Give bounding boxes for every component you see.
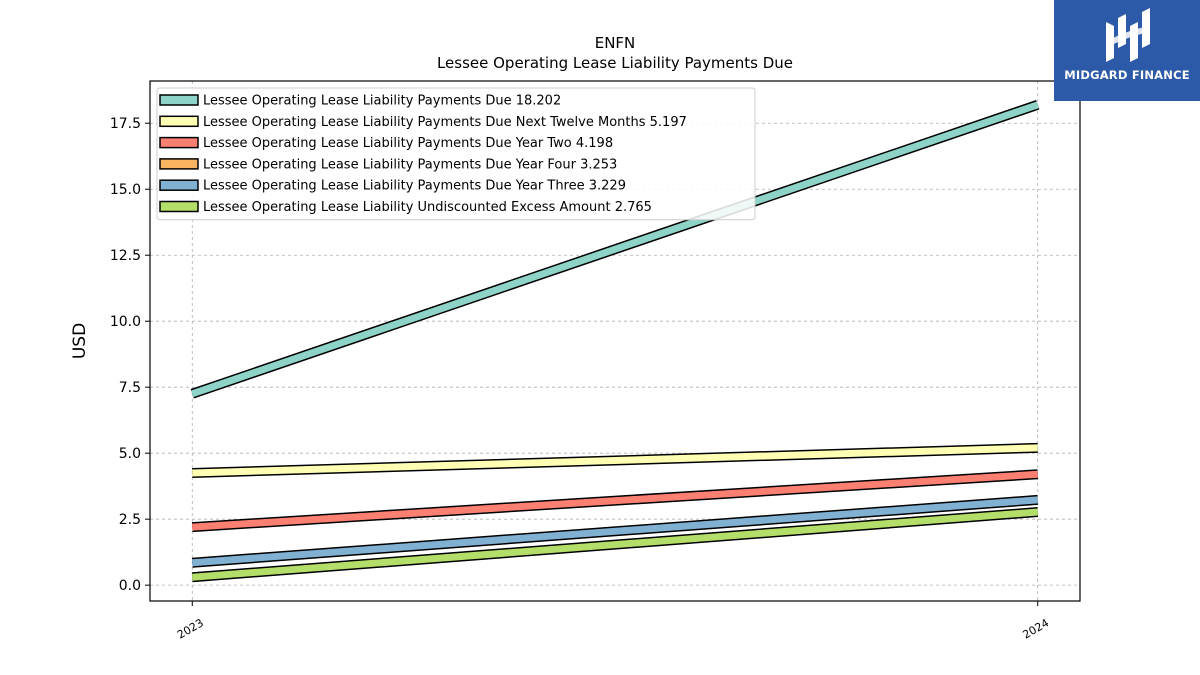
legend-swatch <box>159 94 199 106</box>
series-line <box>191 507 1039 583</box>
y-tick-label: 15.0 <box>110 182 141 198</box>
series-line-fill <box>192 470 1038 531</box>
x-tick-label: 2023 <box>175 616 206 641</box>
series-line-fill <box>192 496 1038 567</box>
series-line <box>192 442 1038 478</box>
legend-box <box>156 87 756 221</box>
chart-title: ENFN <box>595 34 636 52</box>
y-axis-label: USD <box>70 323 90 359</box>
midgard-logo-icon <box>1106 8 1150 62</box>
legend-swatch <box>159 115 199 128</box>
brand-name: MIDGARD FINANCE <box>1064 68 1190 82</box>
x-axis: 2023 2024 <box>175 601 1051 642</box>
series-line <box>191 469 1039 533</box>
legend-swatch <box>159 158 199 170</box>
y-tick-label: 10.0 <box>110 314 141 330</box>
series-lines <box>190 100 1040 583</box>
y-axis: 0.0 2.5 5.0 7.5 10.0 12.5 15.0 17.5 <box>110 116 150 594</box>
y-tick-label: 7.5 <box>119 380 141 396</box>
y-tick-label: 2.5 <box>119 512 141 528</box>
y-tick-label: 12.5 <box>110 248 141 264</box>
series-line <box>191 494 1039 568</box>
y-tick-label: 0.0 <box>119 578 141 594</box>
x-tick-label: 2024 <box>1020 616 1051 641</box>
series-line-fill <box>192 508 1038 581</box>
series-line <box>190 100 1040 399</box>
y-tick-label: 17.5 <box>110 116 141 132</box>
legend-entry: Lessee Operating Lease Liability Payment… <box>203 94 561 109</box>
legend: Lessee Operating Lease Liability Payment… <box>156 87 756 221</box>
legend-swatch <box>159 136 199 149</box>
legend-entry: Lessee Operating Lease Liability Payment… <box>203 136 613 151</box>
series-line-fill <box>191 101 1039 398</box>
legend-entry: Lessee Operating Lease Liability Payment… <box>203 179 626 194</box>
legend-swatch <box>159 179 199 191</box>
chart-subtitle: Lessee Operating Lease Liability Payment… <box>437 54 793 72</box>
legend-swatch <box>159 200 199 213</box>
legend-entry: Lessee Operating Lease Liability Payment… <box>203 157 617 172</box>
y-tick-label: 5.0 <box>119 446 141 462</box>
legend-entry: Lessee Operating Lease Liability Payment… <box>203 115 687 130</box>
brand-logo: MIDGARD FINANCE <box>1054 0 1200 101</box>
plot-frame <box>149 80 1081 602</box>
series-line-fill <box>192 444 1038 477</box>
legend-entry: Lessee Operating Lease Liability Undisco… <box>203 200 652 215</box>
